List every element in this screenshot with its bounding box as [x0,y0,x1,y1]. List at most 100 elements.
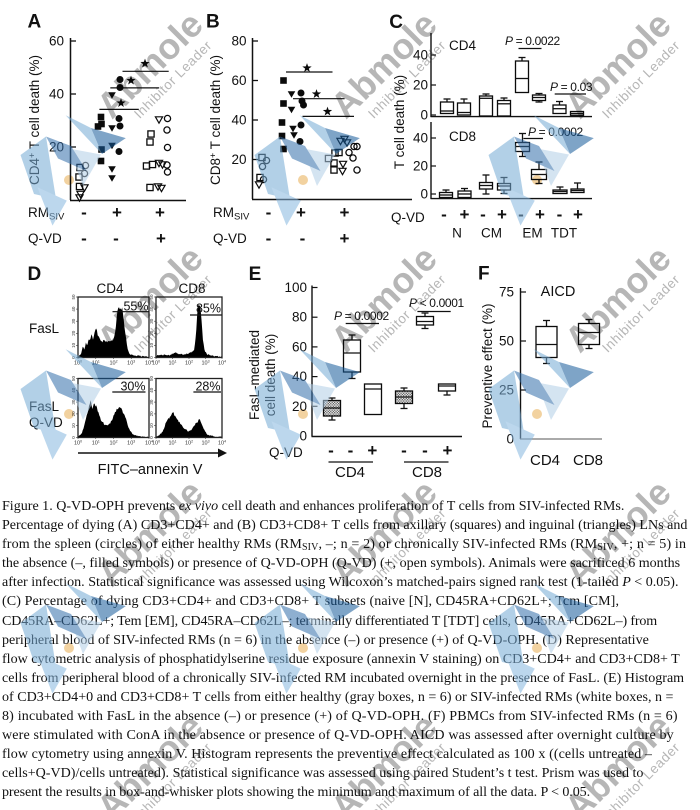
svg-text:FITC–annexin V: FITC–annexin V [98,462,203,478]
svg-text:Preventive effect (%): Preventive effect (%) [480,303,495,428]
svg-text:101: 101 [92,440,100,447]
svg-text:0: 0 [506,432,514,447]
svg-text:Q-VD: Q-VD [269,445,303,460]
svg-text:100: 100 [152,360,160,367]
svg-text:B: B [206,12,220,33]
svg-text:0: 0 [299,429,307,444]
svg-text:20: 20 [149,411,154,417]
svg-text:-: - [401,441,407,460]
svg-text:101: 101 [168,440,176,447]
svg-text:P = 0.0002: P = 0.0002 [528,125,584,139]
svg-text:FasL: FasL [29,399,60,414]
svg-text:-: - [480,205,486,224]
svg-text:CD4: CD4 [96,281,123,296]
svg-text:T cell death (%): T cell death (%) [392,75,407,169]
svg-text:P < 0.0001: P < 0.0001 [409,296,465,310]
svg-text:CD8: CD8 [449,129,476,144]
svg-text:50: 50 [71,376,76,382]
svg-text:0: 0 [420,187,428,202]
svg-text:40: 40 [49,87,64,102]
svg-text:40: 40 [149,387,154,393]
svg-text:60: 60 [292,339,307,354]
svg-text:30: 30 [71,399,76,405]
svg-text:-: - [422,441,428,460]
svg-text:+: + [497,205,507,224]
svg-text:20: 20 [413,159,428,174]
svg-text:100: 100 [152,440,160,447]
svg-text:50: 50 [71,294,76,300]
svg-text:104: 104 [218,440,226,447]
svg-text:25: 25 [499,383,514,398]
svg-text:CD4+ T cell death (%): CD4+ T cell death (%) [27,55,42,185]
svg-text:-: - [81,203,87,222]
svg-text:Q-VD: Q-VD [29,415,63,430]
svg-text:AICD: AICD [541,284,576,300]
svg-text:103: 103 [201,440,209,447]
svg-text:F: F [478,264,490,285]
svg-text:60: 60 [231,73,246,88]
svg-text:E: E [249,264,262,285]
svg-text:101: 101 [92,360,100,367]
svg-text:40: 40 [149,306,154,312]
svg-text:102: 102 [185,360,193,367]
svg-text:20: 20 [292,399,307,414]
svg-text:-: - [113,229,119,248]
svg-text:103: 103 [127,360,135,367]
svg-text:N: N [452,226,462,241]
svg-text:-: - [518,205,524,224]
svg-text:10: 10 [149,423,154,429]
svg-text:50: 50 [499,334,514,349]
svg-text:40: 40 [413,48,428,63]
svg-text:80: 80 [292,310,307,325]
svg-text:0: 0 [149,356,154,359]
svg-text:-: - [300,229,306,248]
svg-text:20: 20 [149,330,154,336]
svg-text:30: 30 [149,318,154,324]
svg-text:A: A [28,12,42,33]
svg-text:0: 0 [71,436,76,439]
svg-text:0: 0 [420,108,428,123]
svg-text:40: 40 [71,306,76,312]
svg-text:Q-VD: Q-VD [28,231,62,246]
svg-text:RMSIV: RMSIV [213,205,250,223]
svg-text:20: 20 [413,78,428,93]
svg-text:0: 0 [149,436,154,439]
svg-text:50: 50 [149,376,154,382]
svg-text:101: 101 [168,360,176,367]
svg-text:-: - [441,205,447,224]
svg-text:-: - [266,203,272,222]
svg-text:+: + [155,203,165,222]
svg-text:CM: CM [481,226,502,241]
svg-text:RMSIV: RMSIV [28,205,65,223]
svg-text:-: - [557,205,563,224]
svg-text:40: 40 [71,387,76,393]
svg-text:30: 30 [71,318,76,324]
svg-text:C: C [389,12,403,33]
svg-text:CD8: CD8 [573,452,603,469]
svg-text:CD8: CD8 [412,464,442,481]
svg-text:+: + [443,441,453,460]
svg-text:P = 0.0002: P = 0.0002 [334,309,390,323]
svg-text:75: 75 [499,285,514,300]
svg-text:40: 40 [413,131,428,146]
svg-text:0: 0 [71,356,76,359]
svg-text:Q-VD: Q-VD [213,231,247,246]
svg-text:D: D [28,264,42,285]
svg-text:+: + [296,203,306,222]
svg-text:28%: 28% [195,380,220,394]
svg-text:20: 20 [71,330,76,336]
svg-text:80: 80 [231,34,246,49]
svg-text:+: + [460,205,470,224]
svg-text:30: 30 [149,399,154,405]
svg-text:100: 100 [74,440,82,447]
svg-text:+: + [156,229,166,248]
svg-text:40: 40 [231,113,246,128]
svg-text:102: 102 [185,440,193,447]
svg-text:Q-VD: Q-VD [391,210,425,225]
svg-text:-: - [266,229,272,248]
svg-text:103: 103 [201,360,209,367]
svg-text:+: + [340,229,350,248]
svg-text:85%: 85% [196,302,221,316]
svg-text:104: 104 [145,440,153,447]
svg-text:10: 10 [71,342,76,348]
